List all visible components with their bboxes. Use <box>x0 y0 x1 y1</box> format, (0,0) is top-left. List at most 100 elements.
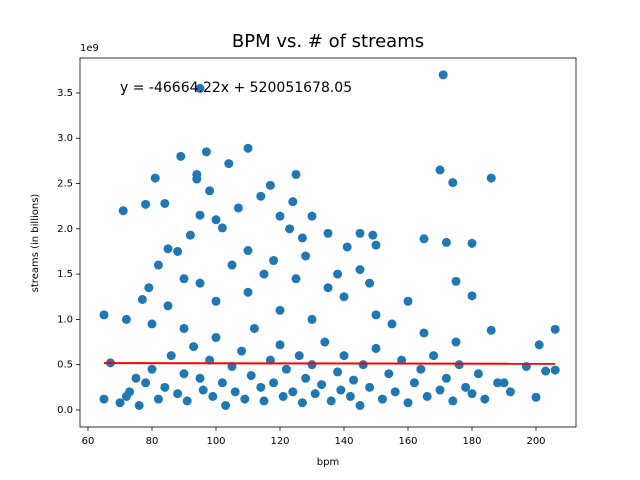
point <box>211 333 221 343</box>
point <box>384 369 394 379</box>
point <box>99 394 109 404</box>
point <box>259 269 269 279</box>
point <box>179 323 189 333</box>
point <box>320 337 330 347</box>
point <box>326 396 336 406</box>
x-tick-label: 100 <box>206 436 225 447</box>
point <box>99 310 109 320</box>
point <box>397 355 407 365</box>
point <box>550 365 560 375</box>
x-tick-label: 140 <box>334 436 353 447</box>
point <box>246 371 256 381</box>
point <box>147 364 157 374</box>
point <box>278 391 288 401</box>
point <box>339 292 349 302</box>
point <box>224 159 234 169</box>
point <box>230 387 240 397</box>
point <box>461 382 471 392</box>
point <box>368 230 378 240</box>
point <box>269 378 279 388</box>
point <box>182 396 192 406</box>
point <box>454 360 464 370</box>
point <box>301 373 311 383</box>
point <box>211 296 221 306</box>
point <box>429 351 439 361</box>
point <box>163 244 173 254</box>
point <box>349 375 359 385</box>
point <box>403 296 413 306</box>
point <box>294 351 304 361</box>
point <box>198 385 208 395</box>
point <box>441 373 451 383</box>
point <box>480 394 490 404</box>
point <box>147 319 157 329</box>
point <box>221 400 231 410</box>
point <box>265 180 275 190</box>
point <box>141 378 151 388</box>
point <box>195 210 205 220</box>
point <box>163 301 173 311</box>
y-tick-label: 1.0 <box>57 314 73 325</box>
y-tick-label: 0.5 <box>57 360 73 371</box>
point <box>371 343 381 353</box>
point <box>467 291 477 301</box>
x-axis-label: bpm <box>317 457 339 468</box>
point <box>285 224 295 234</box>
point <box>227 260 237 270</box>
point <box>448 396 458 406</box>
point <box>534 340 544 350</box>
point <box>173 389 183 399</box>
point <box>307 314 317 324</box>
point <box>371 240 381 250</box>
point <box>269 256 279 266</box>
point <box>355 400 365 410</box>
annotation: y = -46664.22x + 520051678.05 <box>120 80 352 96</box>
point <box>541 366 551 376</box>
point <box>403 398 413 408</box>
point <box>217 378 227 388</box>
x-tick-label: 200 <box>526 436 545 447</box>
y-tick-label: 3.0 <box>57 133 73 144</box>
fit-line <box>103 362 556 365</box>
point <box>451 276 461 286</box>
plot-frame <box>79 57 577 428</box>
y-offset-label: 1e9 <box>80 43 99 54</box>
point <box>233 203 243 213</box>
point <box>451 337 461 347</box>
point <box>243 287 253 297</box>
point <box>166 351 176 361</box>
point <box>499 378 509 388</box>
point <box>297 398 307 408</box>
point <box>467 389 477 399</box>
point <box>249 323 259 333</box>
point <box>486 325 496 335</box>
point <box>259 396 269 406</box>
point <box>493 378 503 388</box>
point <box>317 380 327 390</box>
point <box>275 340 285 350</box>
x-tick-label: 180 <box>462 436 481 447</box>
point <box>243 143 253 153</box>
point <box>409 378 419 388</box>
y-tick-label: 2.0 <box>57 224 73 235</box>
point <box>243 246 253 256</box>
point <box>121 314 131 324</box>
point <box>323 228 333 238</box>
point <box>288 197 298 207</box>
point <box>355 228 365 238</box>
point <box>333 269 343 279</box>
point <box>416 364 426 374</box>
y-tick-label: 0.0 <box>57 405 73 416</box>
point <box>339 351 349 361</box>
point <box>176 151 186 161</box>
point <box>153 260 163 270</box>
point <box>275 211 285 221</box>
point <box>185 230 195 240</box>
point <box>189 342 199 352</box>
point <box>195 83 205 93</box>
point <box>333 367 343 377</box>
point <box>365 382 375 392</box>
point <box>355 265 365 275</box>
